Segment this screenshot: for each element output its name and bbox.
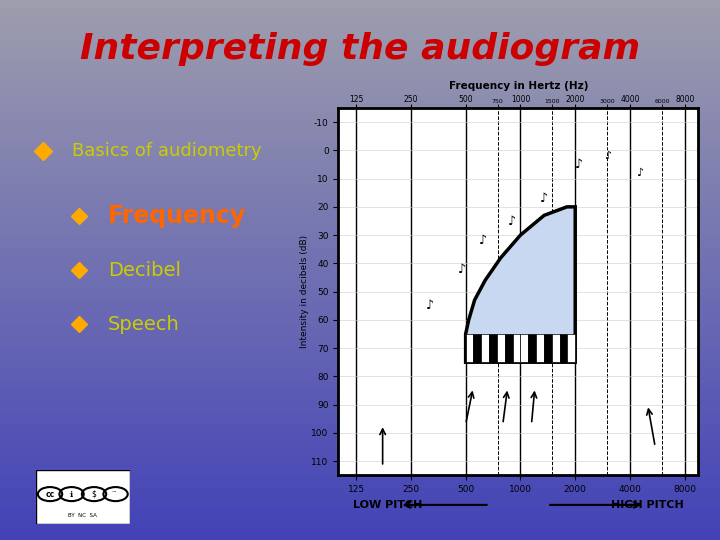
Bar bbox=[528, 334, 536, 362]
Bar bbox=[489, 334, 497, 362]
Bar bbox=[505, 334, 513, 362]
Text: ♪: ♪ bbox=[459, 262, 467, 275]
Bar bbox=[513, 334, 521, 362]
Text: ♪: ♪ bbox=[636, 168, 643, 178]
Title: Frequency in Hertz (Hz): Frequency in Hertz (Hz) bbox=[449, 80, 588, 91]
Y-axis label: Intensity in decibels (dB): Intensity in decibels (dB) bbox=[300, 235, 309, 348]
Text: BY  NC  SA: BY NC SA bbox=[68, 513, 97, 518]
Text: ♪: ♪ bbox=[603, 151, 611, 161]
Text: ♪: ♪ bbox=[479, 234, 487, 247]
Text: Decibel: Decibel bbox=[108, 260, 181, 280]
Text: $: $ bbox=[91, 490, 96, 498]
Bar bbox=[567, 334, 575, 362]
Bar bbox=[481, 334, 489, 362]
Text: Frequency: Frequency bbox=[108, 204, 246, 228]
Text: LOW PITCH: LOW PITCH bbox=[353, 500, 422, 510]
Text: ♪: ♪ bbox=[508, 214, 516, 227]
Bar bbox=[544, 334, 552, 362]
Bar bbox=[552, 334, 559, 362]
Bar bbox=[521, 334, 528, 362]
Bar bbox=[466, 334, 474, 362]
Bar bbox=[559, 334, 567, 362]
Text: ♪: ♪ bbox=[540, 192, 548, 205]
Polygon shape bbox=[466, 207, 575, 362]
Text: cc: cc bbox=[45, 490, 55, 498]
Bar bbox=[474, 334, 481, 362]
Text: HIGH PITCH: HIGH PITCH bbox=[611, 500, 684, 510]
Text: Basics of audiometry: Basics of audiometry bbox=[72, 142, 261, 160]
Text: ℹ: ℹ bbox=[70, 490, 73, 498]
Text: Interpreting the audiogram: Interpreting the audiogram bbox=[80, 32, 640, 65]
Text: ♪: ♪ bbox=[575, 158, 583, 171]
Bar bbox=[536, 334, 544, 362]
Text: Speech: Speech bbox=[108, 314, 180, 334]
Bar bbox=[497, 334, 505, 362]
Text: ♪: ♪ bbox=[426, 299, 434, 312]
